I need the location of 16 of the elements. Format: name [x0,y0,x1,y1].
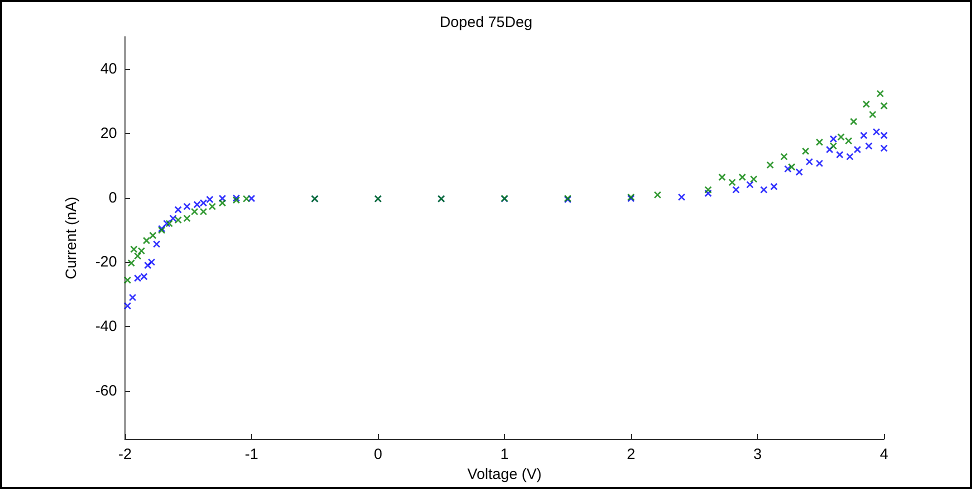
x-tick-label: 3 [753,446,762,463]
x-tick-label: 4 [880,446,888,463]
y-axis-title: Current (nA) [63,196,80,280]
x-axis-title: Voltage (V) [467,466,542,483]
x-tick-label: 1 [500,446,509,463]
x-tick-label: -2 [118,446,132,463]
x-tick-label: 2 [626,446,636,463]
x-tick-label: -1 [244,446,258,463]
y-tick-label: -20 [95,254,117,271]
y-tick-label: -40 [95,318,117,335]
y-tick-label: 40 [100,60,117,78]
chart-title: Doped 75Deg [440,14,532,31]
x-tick-label: 0 [374,446,382,463]
y-tick-label: 0 [108,189,117,206]
y-tick-label: -60 [95,382,117,400]
y-tick-label: 20 [100,124,117,142]
